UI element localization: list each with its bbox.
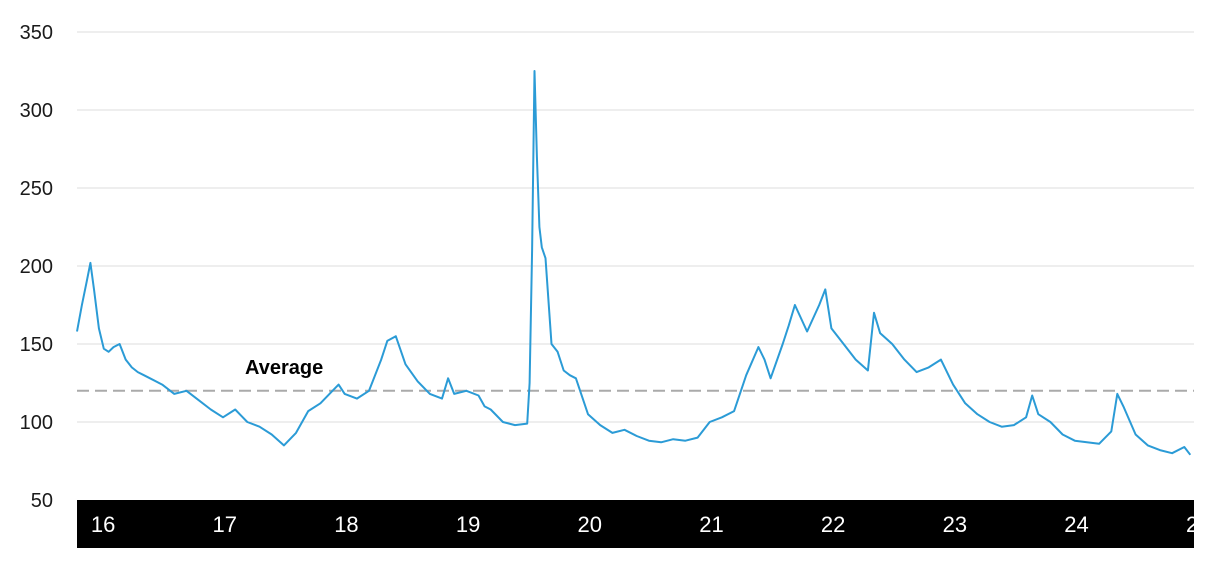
x-tick-label: 24 — [1064, 512, 1088, 537]
x-axis-ticks: 16 17 18 19 20 21 22 23 24 25 — [91, 512, 1211, 537]
y-tick-label: 250 — [20, 178, 53, 200]
y-tick-label: 200 — [20, 256, 53, 278]
x-tick-label: 20 — [578, 512, 602, 537]
series-line — [76, 70, 1192, 456]
y-tick-label: 50 — [31, 490, 53, 512]
x-tick-label: 21 — [699, 512, 723, 537]
y-tick-label: 100 — [20, 412, 53, 434]
x-tick-label: 17 — [213, 512, 237, 537]
y-tick-label: 300 — [20, 100, 53, 122]
x-tick-label: 22 — [821, 512, 845, 537]
x-tick-label: 16 — [91, 512, 115, 537]
y-tick-label: 350 — [20, 22, 53, 44]
y-axis-ticks: 350 300 250 200 150 100 50 — [20, 22, 53, 512]
x-tick-label: 18 — [334, 512, 358, 537]
x-axis-band — [77, 500, 1194, 548]
x-tick-label: 19 — [456, 512, 480, 537]
x-tick-label: 23 — [943, 512, 967, 537]
gridlines — [77, 31, 1194, 423]
y-tick-label: 150 — [20, 334, 53, 356]
x-tick-label: 25 — [1186, 512, 1210, 537]
average-label: Average — [245, 357, 323, 379]
